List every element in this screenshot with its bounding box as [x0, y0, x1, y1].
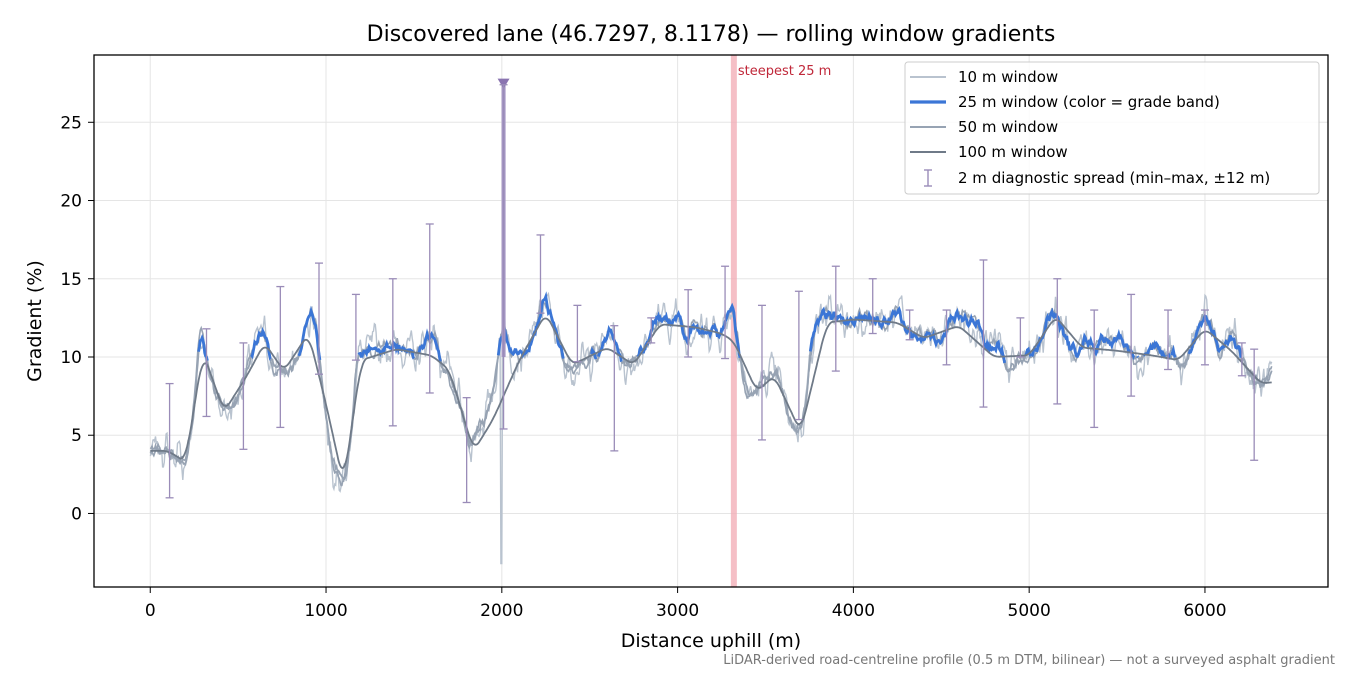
spread-errorbar — [202, 328, 211, 418]
x-tick-label: 0 — [145, 601, 156, 621]
series-25m-window — [496, 291, 565, 359]
legend-label-errorbar: 2 m diagnostic spread (min–max, ±12 m) — [958, 169, 1270, 187]
x-tick-label: 3000 — [656, 601, 699, 621]
spread-errorbar — [794, 290, 803, 421]
x-tick-label: 1000 — [304, 601, 347, 621]
spread-errorbar — [1200, 309, 1209, 366]
series-layer — [149, 78, 1273, 565]
x-tick-label: 4000 — [832, 601, 875, 621]
series-25m-window — [739, 351, 812, 432]
x-axis-label: Distance uphill (m) — [621, 630, 801, 652]
series-25m-window — [595, 356, 600, 363]
series-25m-window — [250, 326, 273, 361]
series-25m-window — [636, 302, 742, 359]
y-tick-label: 5 — [71, 426, 82, 446]
annotation-layer: steepest 25 m — [738, 64, 831, 79]
series-25m-window — [149, 351, 200, 467]
series-25m-window — [269, 355, 300, 378]
spread-errorbar — [536, 234, 545, 314]
spread-errorbar — [388, 278, 397, 427]
y-tick-label: 10 — [60, 348, 82, 368]
spread-errorbar — [1237, 342, 1246, 377]
legend-label-50m: 50 m window — [958, 118, 1058, 136]
series-25m-window — [1137, 355, 1145, 364]
chart-title: Discovered lane (46.7297, 8.1178) — roll… — [367, 22, 1056, 47]
x-tick-label: 2000 — [480, 601, 523, 621]
spread-errorbar — [942, 309, 951, 366]
spread-errorbar — [647, 317, 656, 344]
series-25m-window — [1174, 353, 1190, 371]
legend: 10 m window 25 m window (color = grade b… — [904, 61, 1320, 195]
series-25m-window — [1003, 354, 1027, 372]
spread-errorbar — [757, 304, 766, 441]
spread-errorbar — [979, 259, 988, 408]
spread-errorbar — [1164, 309, 1173, 371]
y-tick-label: 25 — [60, 113, 82, 133]
series-25m-window — [1136, 355, 1140, 359]
spread-errorbar — [573, 304, 582, 363]
spread-errorbar — [721, 265, 730, 360]
series-25m-window — [808, 306, 1006, 364]
y-axis-label: Gradient (%) — [24, 260, 46, 382]
series-25m-window — [1030, 355, 1033, 358]
axis-ticks: 0 1000 2000 3000 4000 5000 6000 0 5 10 15 20 25 — [60, 113, 1226, 621]
series-25m-window — [597, 324, 623, 362]
spread-errorbar — [351, 293, 360, 361]
spread-errorbar — [165, 382, 174, 499]
series-25m-window — [1030, 307, 1136, 360]
series-25m-window — [357, 339, 416, 360]
spread-errorbars — [165, 84, 1259, 504]
legend-box — [904, 61, 1320, 195]
spread-errorbar — [1090, 309, 1099, 429]
y-tick-label: 15 — [60, 270, 82, 290]
legend-swatch-errorbar — [924, 169, 932, 187]
series-25m-window — [1170, 344, 1177, 358]
series-25m-window — [413, 353, 420, 361]
plot-frame — [93, 54, 1329, 588]
spread-errorbar — [499, 84, 508, 430]
y-tick-label: 20 — [60, 192, 82, 212]
legend-label-10m: 10 m window — [958, 68, 1058, 86]
spread-errorbar — [905, 309, 914, 341]
spread-errorbar — [1016, 317, 1025, 358]
series-100m-window — [150, 317, 1272, 469]
spread-errorbar — [1127, 293, 1136, 397]
spread-errorbar — [831, 265, 840, 372]
spike-marker-triangle — [497, 78, 510, 89]
spread-errorbar — [684, 289, 693, 358]
spread-errorbar — [868, 278, 877, 335]
spread-errorbar — [462, 397, 471, 504]
y-tick-label: 0 — [71, 504, 82, 524]
legend-label-100m: 100 m window — [958, 143, 1068, 161]
spread-errorbar — [425, 223, 434, 394]
footnote: LiDAR-derived road-centreline profile (0… — [723, 653, 1335, 668]
series-25m-window — [590, 346, 598, 360]
spread-errorbar — [610, 325, 619, 452]
x-tick-label: 5000 — [1008, 601, 1051, 621]
steepest-label: steepest 25 m — [738, 64, 831, 79]
spread-errorbar — [239, 342, 248, 450]
legend-label-25m: 25 m window (color = grade band) — [958, 93, 1220, 111]
spread-errorbar — [1250, 348, 1259, 461]
spread-errorbar — [1053, 278, 1062, 405]
spread-errorbar — [276, 285, 285, 429]
spread-errorbar — [315, 262, 324, 375]
x-tick-label: 6000 — [1183, 601, 1226, 621]
